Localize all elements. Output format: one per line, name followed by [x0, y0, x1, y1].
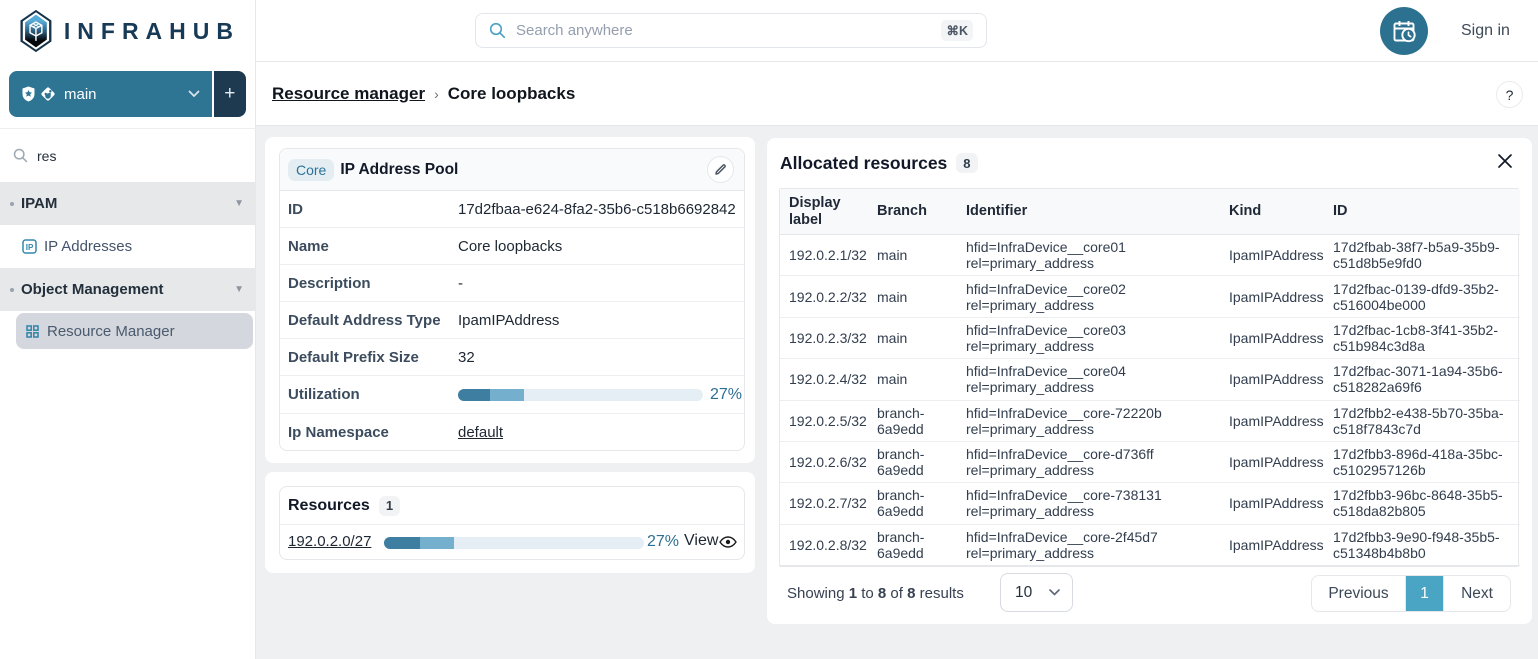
- svg-text:IP: IP: [26, 243, 34, 252]
